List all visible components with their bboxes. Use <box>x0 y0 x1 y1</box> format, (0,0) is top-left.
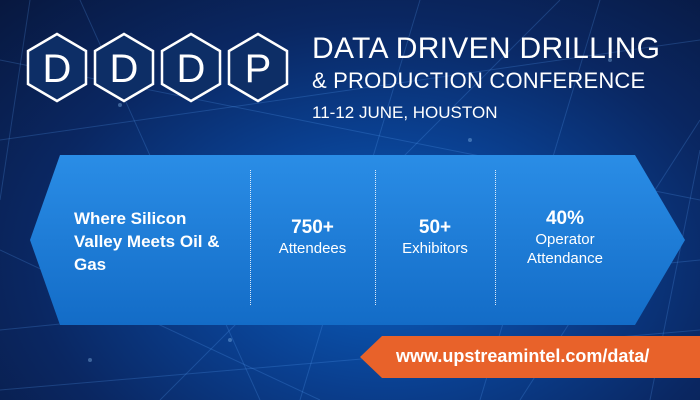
stat-operator-attendance: 40% Operator Attendance <box>510 208 620 268</box>
dddp-logo: D D D P <box>26 32 289 103</box>
website-link[interactable]: www.upstreamintel.com/data/ <box>396 346 650 366</box>
conference-title: DATA DRIVEN DRILLING <box>312 32 661 65</box>
conference-subtitle: & PRODUCTION CONFERENCE <box>312 68 646 93</box>
stat-label: Attendees <box>278 240 347 257</box>
stat-exhibitors: 50+ Exhibitors <box>380 217 490 258</box>
logo-letter-d1: D <box>43 47 72 91</box>
stat-value: 50+ <box>418 217 452 238</box>
stat-label: Exhibitors <box>402 240 468 257</box>
hex-d3: D <box>160 32 222 103</box>
logo-letter-d2: D <box>110 47 139 91</box>
tagline: Where Silicon Valley Meets Oil & Gas <box>74 209 220 274</box>
logo-letter-p: P <box>245 47 272 91</box>
logo-letter-d3: D <box>177 47 206 91</box>
stat-label: Operator Attendance <box>527 231 603 267</box>
hex-d1: D <box>26 32 88 103</box>
divider-3 <box>495 170 496 305</box>
divider-1 <box>250 170 251 305</box>
divider-2 <box>375 170 376 305</box>
date-location: 11-12 JUNE, HOUSTON <box>312 103 498 122</box>
stat-value: 750+ <box>291 217 334 238</box>
url-bar[interactable]: www.upstreamintel.com/data/ <box>360 336 700 378</box>
hex-p: P <box>227 32 289 103</box>
stat-attendees: 750+ Attendees <box>255 217 370 258</box>
hex-d2: D <box>93 32 155 103</box>
stat-value: 40% <box>545 208 585 229</box>
